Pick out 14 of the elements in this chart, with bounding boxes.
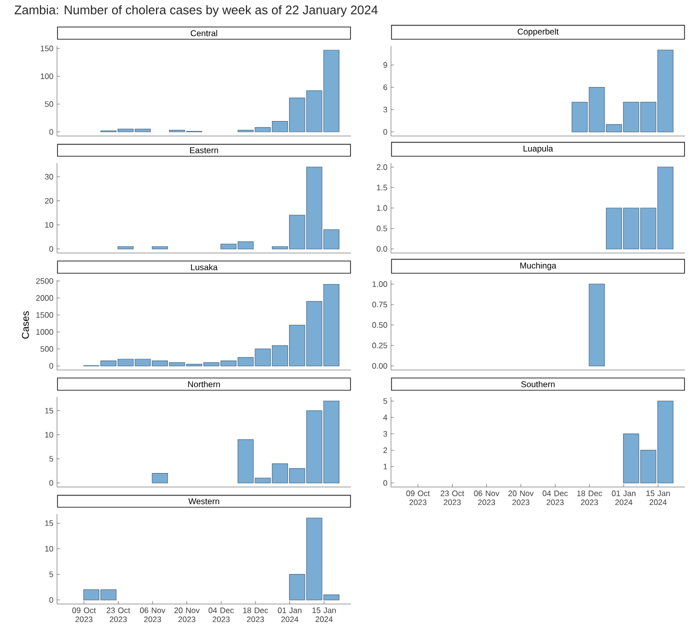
text: Zambia: Number of cholera cases by week as of 22 January 2024 (14, 5, 378, 17)
chart-title: Muchinga (520, 262, 556, 270)
bar (152, 246, 168, 250)
chart-title: Luapula (524, 145, 554, 154)
y-axis-title: Cases (22, 311, 29, 339)
chart-title: Eastern (190, 147, 218, 154)
bar (152, 472, 168, 484)
bar (118, 246, 134, 250)
chart-title: Southern (521, 381, 555, 388)
chart-title: Western (188, 498, 220, 504)
chart-title: Copperbelt (518, 28, 559, 36)
chart-title: Central (190, 30, 218, 36)
chart-title: Lusaka (191, 264, 218, 270)
chart-title: Northern (188, 381, 220, 388)
